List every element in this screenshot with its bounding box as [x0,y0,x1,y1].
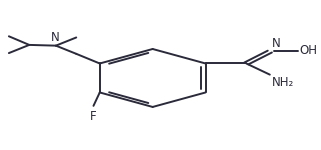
Text: N: N [271,37,280,50]
Text: N: N [51,32,60,44]
Text: NH₂: NH₂ [271,76,294,89]
Text: OH: OH [299,44,317,57]
Text: F: F [90,110,97,123]
